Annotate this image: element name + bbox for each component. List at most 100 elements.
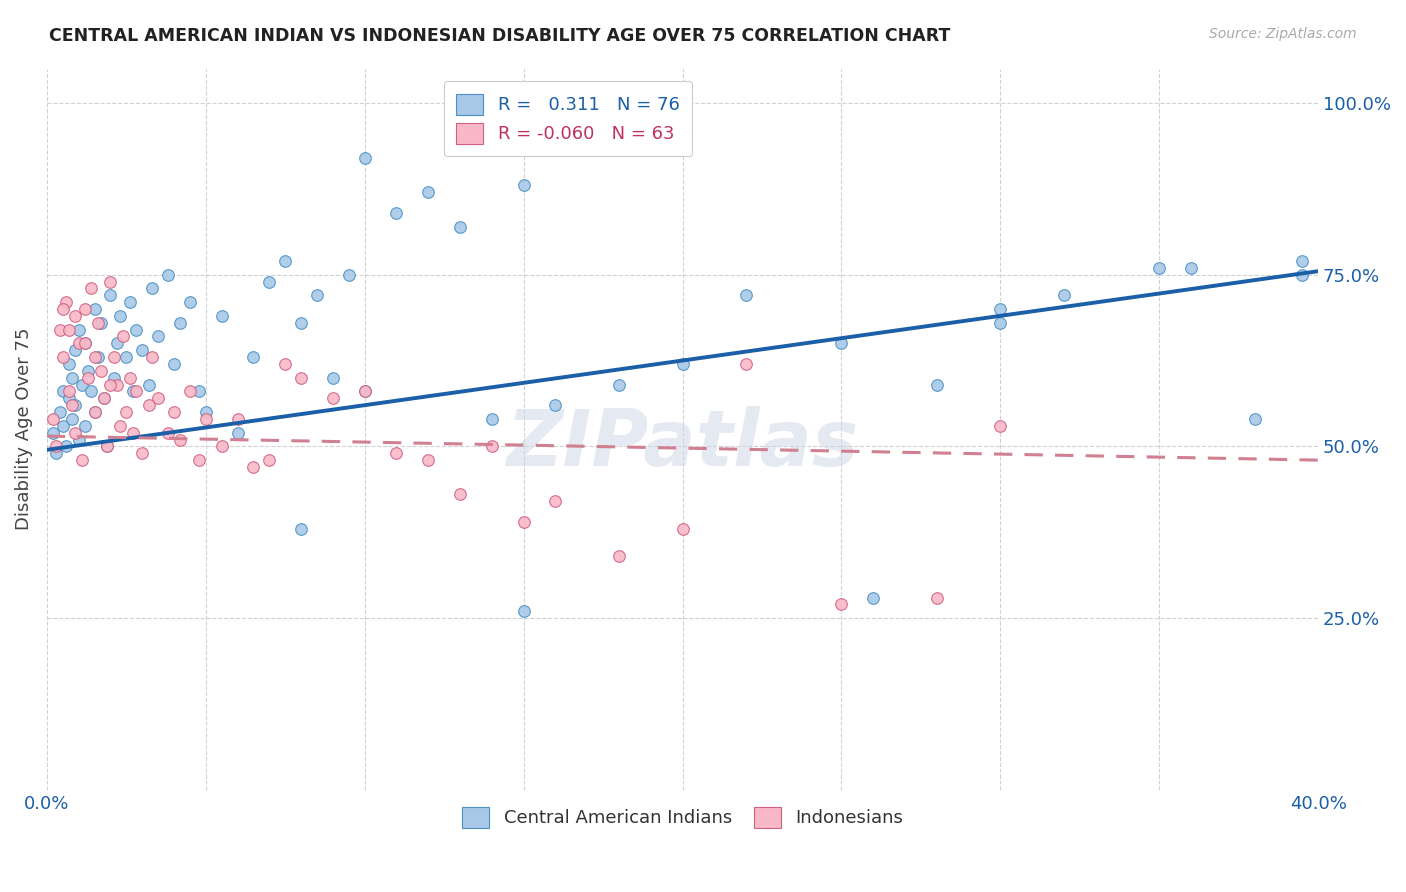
Point (481, 412, 503, 426)
Point (105, 377, 128, 392)
Point (100, 288, 122, 302)
Point (108, 418, 131, 433)
Point (925, 591, 948, 605)
Point (100, 377, 122, 392)
Point (121, 384, 143, 399)
Point (60, 398, 83, 412)
Point (322, 370, 344, 384)
Point (274, 253, 297, 268)
Point (1147, 260, 1170, 275)
Point (60, 412, 83, 426)
Point (58, 384, 80, 399)
Point (73, 301, 96, 316)
Point (100, 275, 122, 289)
Point (290, 522, 312, 536)
Point (385, 446, 408, 460)
Point (481, 439, 503, 453)
Point (242, 460, 264, 475)
Point (862, 591, 884, 605)
Point (179, 384, 201, 399)
Point (512, 604, 534, 618)
Point (544, 398, 567, 412)
Point (194, 412, 217, 426)
Point (1291, 268, 1313, 282)
Point (1053, 288, 1076, 302)
Point (42, 412, 65, 426)
Point (121, 425, 143, 440)
Point (830, 598, 852, 612)
Point (259, 275, 281, 289)
Point (353, 384, 375, 399)
Point (118, 295, 141, 310)
Point (163, 357, 186, 371)
Point (48, 405, 70, 419)
Point (163, 405, 186, 419)
Point (607, 549, 630, 564)
Point (290, 370, 312, 384)
Point (58, 392, 80, 406)
Point (90, 364, 112, 378)
Point (290, 316, 312, 330)
Point (48, 323, 70, 337)
Point (131, 343, 153, 358)
Point (242, 350, 264, 364)
Point (80, 281, 103, 295)
Point (322, 392, 344, 406)
Point (55, 439, 77, 453)
Point (156, 268, 179, 282)
Point (179, 295, 201, 310)
Point (169, 316, 191, 330)
Point (138, 398, 160, 412)
Point (93, 392, 115, 406)
Point (353, 384, 375, 399)
Point (87, 316, 110, 330)
Point (353, 151, 375, 165)
Text: CENTRAL AMERICAN INDIAN VS INDONESIAN DISABILITY AGE OVER 75 CORRELATION CHART: CENTRAL AMERICAN INDIAN VS INDONESIAN DI… (49, 27, 950, 45)
Point (93, 392, 115, 406)
Point (226, 412, 249, 426)
Point (156, 425, 179, 440)
Y-axis label: Disability Age Over 75: Disability Age Over 75 (15, 328, 32, 531)
Point (65, 309, 87, 323)
Point (418, 453, 440, 467)
Point (544, 494, 567, 508)
Point (988, 418, 1011, 433)
Point (418, 185, 440, 199)
Point (45, 439, 67, 453)
Point (194, 405, 217, 419)
Point (83, 350, 105, 364)
Point (988, 316, 1011, 330)
Point (115, 350, 138, 364)
Point (211, 439, 233, 453)
Point (188, 384, 211, 399)
Point (138, 377, 160, 392)
Point (67, 433, 90, 447)
Point (211, 309, 233, 323)
Point (1291, 253, 1313, 268)
Point (65, 343, 87, 358)
Point (77, 364, 100, 378)
Point (105, 336, 128, 351)
Point (1180, 260, 1202, 275)
Point (108, 309, 131, 323)
Point (735, 357, 758, 371)
Point (73, 418, 96, 433)
Point (52, 301, 75, 316)
Point (60, 370, 83, 384)
Text: Source: ZipAtlas.com: Source: ZipAtlas.com (1209, 27, 1357, 41)
Point (337, 268, 360, 282)
Point (449, 219, 471, 234)
Point (112, 329, 135, 343)
Point (226, 425, 249, 440)
Point (146, 329, 169, 343)
Point (830, 336, 852, 351)
Point (169, 433, 191, 447)
Point (58, 357, 80, 371)
Point (83, 405, 105, 419)
Point (512, 515, 534, 529)
Point (188, 453, 211, 467)
Point (55, 295, 77, 310)
Point (90, 316, 112, 330)
Point (735, 288, 758, 302)
Point (671, 522, 693, 536)
